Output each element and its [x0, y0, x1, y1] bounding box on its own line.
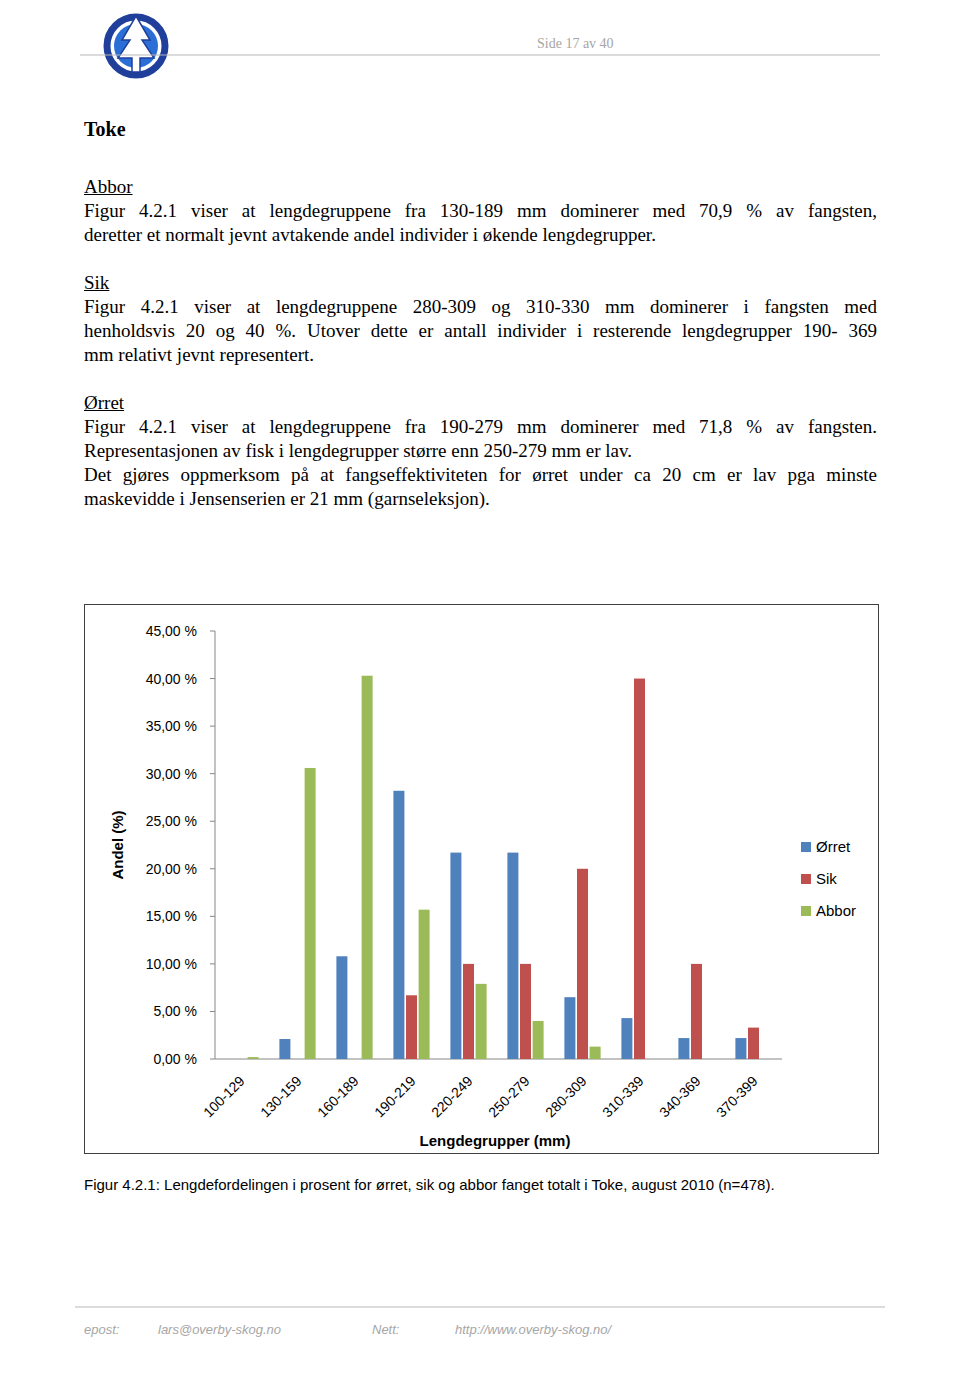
y-tick-label: 45,00 %	[146, 623, 197, 639]
footer-rule	[75, 1307, 885, 1308]
y-tick-label: 5,00 %	[153, 1003, 197, 1019]
x-axis-label: Lengdegrupper (mm)	[420, 1132, 571, 1149]
chart: 0,00 % 5,00 % 10,00 % 15,00 % 20,00 % 25,00 %…	[85, 605, 879, 1154]
bar	[222, 1059, 233, 1060]
y-tick	[210, 868, 215, 869]
y-axis-label: Andel (%)	[109, 810, 126, 879]
footer-web: http://www.overby-skog.no/	[455, 1322, 611, 1337]
x-tick-label: 370-399	[713, 1073, 761, 1121]
bar	[704, 1059, 715, 1060]
section-title: Abbor	[84, 175, 133, 199]
x-tick-label: 220-249	[428, 1073, 476, 1121]
header-rule	[80, 55, 880, 56]
text-line: Figur 4.2.1 viser at lengdegruppene fra …	[84, 199, 877, 223]
bar	[507, 853, 518, 1059]
page-label: Side 17 av 40	[537, 36, 614, 52]
bar	[678, 1038, 689, 1059]
text-line: maskevidde i Jensenserien er 21 mm (garn…	[84, 487, 877, 511]
text-line: deretter et normalt jevnt avtakende ande…	[84, 223, 877, 247]
legend-swatch	[801, 906, 811, 916]
footer-label: Nett:	[372, 1322, 399, 1337]
y-tick-label: 15,00 %	[146, 908, 197, 924]
y-axis	[215, 631, 216, 1059]
y-tick-label: 25,00 %	[146, 813, 197, 829]
x-tick-label: 250-279	[485, 1073, 533, 1121]
y-tick	[210, 1059, 215, 1060]
text-line: Det gjøres oppmerksom på at fangseffekti…	[84, 463, 877, 487]
x-tick-label: 130-159	[257, 1073, 305, 1121]
legend-swatch	[801, 842, 811, 852]
legend: Ørret Sik Abbor	[801, 838, 856, 919]
bar	[590, 1047, 601, 1059]
legend-label: Ørret	[816, 838, 851, 855]
y-tick	[210, 1011, 215, 1012]
bar	[621, 1018, 632, 1059]
bar	[248, 1057, 259, 1059]
y-tick-label: 0,00 %	[153, 1051, 197, 1067]
y-tick	[210, 773, 215, 774]
y-tick-label: 30,00 %	[146, 766, 197, 782]
y-tick	[210, 916, 215, 917]
y-tick-label: 40,00 %	[146, 671, 197, 687]
bar	[476, 984, 487, 1059]
bar	[463, 964, 474, 1059]
chart-frame	[85, 605, 879, 1154]
bar	[305, 768, 316, 1059]
y-tick	[210, 726, 215, 727]
text-line: mm relativt jevnt representert.	[84, 343, 877, 367]
y-tick	[210, 631, 215, 632]
bar	[577, 869, 588, 1059]
x-tick-label: 160-189	[314, 1073, 362, 1121]
bar	[336, 956, 347, 1059]
logo	[107, 16, 165, 75]
bar	[533, 1021, 544, 1059]
bar	[748, 1028, 759, 1059]
bar	[349, 1059, 360, 1060]
caption: Figur 4.2.1: Lengdefordelingen i prosent…	[84, 1176, 775, 1193]
bar	[279, 1039, 290, 1059]
section-title: Sik	[84, 271, 109, 295]
bar	[419, 910, 430, 1059]
x-tick-label: 310-339	[599, 1073, 647, 1121]
bar	[362, 676, 373, 1059]
footer-label: epost:	[84, 1322, 119, 1337]
y-tick-label: 10,00 %	[146, 956, 197, 972]
bar	[761, 1059, 772, 1060]
bar	[235, 1059, 246, 1060]
x-tick-label: 100-129	[200, 1073, 248, 1121]
bar	[691, 964, 702, 1059]
bar	[735, 1038, 746, 1059]
x-tick-label: 190-219	[371, 1073, 419, 1121]
x-tick-label: 340-369	[656, 1073, 704, 1121]
text-line: Figur 4.2.1 viser at lengdegruppene 280-…	[84, 295, 877, 319]
bar	[647, 1059, 658, 1060]
bar	[406, 995, 417, 1059]
x-tick-label: 280-309	[542, 1073, 590, 1121]
bars	[248, 676, 759, 1059]
legend-swatch	[801, 874, 811, 884]
legend-label: Abbor	[816, 902, 856, 919]
bar	[393, 791, 404, 1059]
bar	[564, 997, 575, 1059]
y-tick	[210, 821, 215, 822]
bar	[450, 853, 461, 1059]
text-line: henholdsvis 20 og 40 %. Utover dette er …	[84, 319, 877, 343]
y-tick	[210, 678, 215, 679]
heading: Toke	[84, 118, 126, 141]
y-tick	[210, 963, 215, 964]
bar	[520, 964, 531, 1059]
legend-label: Sik	[816, 870, 837, 887]
y-tick-label: 35,00 %	[146, 718, 197, 734]
bar	[634, 679, 645, 1059]
footer-email: lars@overby-skog.no	[158, 1322, 281, 1337]
text-line: Figur 4.2.1 viser at lengdegruppene fra …	[84, 415, 877, 439]
bar	[292, 1059, 303, 1060]
section-title: Ørret	[84, 391, 124, 415]
y-tick-label: 20,00 %	[146, 861, 197, 877]
text-line: Representasjonen av fisk i lengdegrupper…	[84, 439, 877, 463]
